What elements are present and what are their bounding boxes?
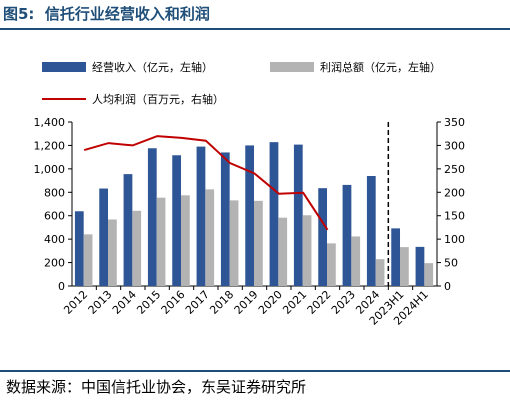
x-tick-label: 2021 <box>280 288 309 317</box>
bar-revenue <box>415 246 425 286</box>
bar-revenue <box>74 211 84 286</box>
x-tick-label: 2017 <box>183 288 212 317</box>
legend-label-profit: 利润总额（亿元，左轴） <box>320 60 441 74</box>
y-right-tick-label: 300 <box>444 139 465 152</box>
bar-profit <box>424 263 434 286</box>
bar-revenue <box>269 142 279 286</box>
bar-revenue <box>391 228 401 286</box>
x-tick-label: 2013 <box>86 288 115 317</box>
x-tick-label: 2014 <box>110 288 139 317</box>
per-capita-line <box>83 135 329 231</box>
bar-revenue <box>196 146 206 286</box>
y-left-tick-label: 1,400 <box>34 116 66 129</box>
bars <box>74 142 434 286</box>
y-right-tick-label: 100 <box>444 233 465 246</box>
y-left-tick-label: 400 <box>44 233 65 246</box>
y-left-tick-label: 1,000 <box>34 163 66 176</box>
y-left-tick-label: 1,200 <box>34 139 66 152</box>
bar-profit <box>278 217 288 286</box>
x-tick-label: 2012 <box>61 288 90 317</box>
bar-revenue <box>99 188 109 286</box>
bar-profit <box>205 189 215 286</box>
bar-profit <box>254 200 263 286</box>
source-rule <box>0 370 510 372</box>
bar-profit <box>181 195 190 286</box>
source-note: 数据来源：中国信托业协会，东吴证券研究所 <box>6 378 307 396</box>
axes: 0 200 400 600 800 1,000 1,200 1,400 0 50 100 150 200… <box>34 116 466 293</box>
bar-revenue <box>318 188 328 286</box>
figure-title: 图5: 信托行业经营收入和利润 <box>3 3 210 24</box>
bar-revenue <box>342 184 352 286</box>
x-tick-label: 2018 <box>207 288 236 317</box>
legend-label-per-capita: 人均利润（百万元，右轴） <box>92 92 224 106</box>
bar-profit <box>327 243 336 286</box>
bar-profit <box>229 200 239 286</box>
legend-swatch-revenue <box>42 62 86 72</box>
bar-profit <box>83 234 93 286</box>
bar-revenue <box>147 148 157 286</box>
y-right-tick-label: 150 <box>444 210 465 223</box>
y-right-tick-label: 250 <box>444 163 465 176</box>
legend-label-revenue: 经营收入（亿元，左轴） <box>92 60 213 74</box>
y-right-tick-label: 350 <box>444 116 465 129</box>
bar-revenue <box>293 144 303 286</box>
x-tick-label: 2019 <box>232 288 261 317</box>
bar-revenue <box>123 174 133 286</box>
bar-revenue <box>245 145 255 286</box>
bar-profit <box>132 210 142 286</box>
y-right-tick-label: 0 <box>444 280 451 293</box>
bar-profit <box>108 219 117 286</box>
figure-title-text: 信托行业经营收入和利润 <box>44 5 210 23</box>
bar-revenue <box>366 176 376 286</box>
figure-label: 图5: <box>3 5 35 23</box>
bar-profit <box>302 215 312 286</box>
title-rule <box>0 28 510 30</box>
y-left-tick-label: 0 <box>58 280 65 293</box>
x-tick-label: 2023 <box>329 288 358 317</box>
y-left-tick-label: 600 <box>44 210 65 223</box>
bar-revenue <box>220 152 230 286</box>
bar-profit <box>351 236 361 286</box>
y-left-tick-label: 200 <box>44 257 65 270</box>
bar-profit <box>375 259 385 286</box>
y-right-tick-label: 200 <box>444 186 465 199</box>
legend-swatch-profit <box>270 62 314 72</box>
x-tick-labels: 2012201320142015201620172018201920202021… <box>61 288 431 328</box>
y-left-tick-label: 800 <box>44 186 65 199</box>
x-tick-label: 2022 <box>305 288 334 317</box>
bar-profit <box>400 247 409 286</box>
y-right-tick-label: 50 <box>444 257 458 270</box>
x-tick-label: 2015 <box>134 288 163 317</box>
revenue-profit-chart: 经营收入（亿元，左轴） 利润总额（亿元，左轴） 人均利润（百万元，右轴） 020… <box>34 60 466 328</box>
x-tick-label: 2016 <box>159 288 188 317</box>
bar-revenue <box>172 155 182 286</box>
legend: 经营收入（亿元，左轴） 利润总额（亿元，左轴） 人均利润（百万元，右轴） <box>42 60 441 106</box>
per-capita-series-line <box>83 135 329 231</box>
bar-profit <box>156 197 166 286</box>
x-tick-label: 2020 <box>256 288 285 317</box>
